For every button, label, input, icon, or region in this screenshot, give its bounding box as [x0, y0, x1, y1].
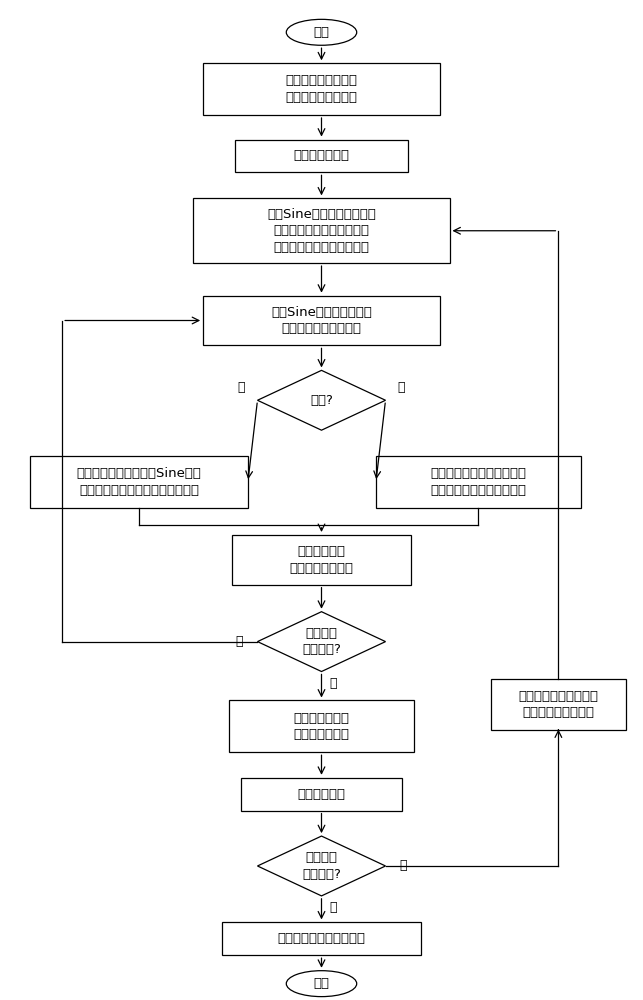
Ellipse shape	[286, 971, 357, 997]
Text: 灭绝?: 灭绝?	[310, 394, 333, 407]
FancyBboxPatch shape	[242, 778, 401, 811]
Text: 结束: 结束	[314, 977, 329, 990]
Text: 是: 是	[238, 381, 245, 394]
FancyBboxPatch shape	[30, 456, 248, 508]
Text: 开始: 开始	[314, 26, 329, 39]
FancyBboxPatch shape	[235, 140, 408, 172]
Text: 利用Sine混沌多种群共生
进化机制更新个体速度: 利用Sine混沌多种群共生 进化机制更新个体速度	[271, 306, 372, 335]
Text: 利用多种群共生进化机制和
反向学习策略更新个体位置: 利用多种群共生进化机制和 反向学习策略更新个体位置	[430, 467, 527, 497]
Text: 是: 是	[329, 677, 337, 690]
Text: 输出动态方向跟踪的结果: 输出动态方向跟踪的结果	[278, 932, 365, 945]
Text: 获取信号采样数据，
获得分数低阶协方差: 获取信号采样数据， 获得分数低阶协方差	[285, 74, 358, 104]
Text: 否: 否	[400, 859, 407, 872]
Text: 是: 是	[329, 901, 337, 914]
Text: 否: 否	[236, 635, 243, 648]
Text: 否: 否	[398, 381, 405, 394]
Text: 根据适应度值
更新最优个体位置: 根据适应度值 更新最优个体位置	[289, 545, 354, 575]
Text: 更新搜索区间: 更新搜索区间	[298, 788, 345, 801]
FancyBboxPatch shape	[376, 456, 581, 508]
Text: 输出整个生态系
统中的最优位置: 输出整个生态系 统中的最优位置	[293, 712, 350, 741]
FancyBboxPatch shape	[222, 922, 421, 955]
Text: 获取新快拍采样数据，
更新分数低阶协方差: 获取新快拍采样数据， 更新分数低阶协方差	[518, 690, 599, 719]
Text: 达到最大
迭代次数?: 达到最大 迭代次数?	[302, 627, 341, 656]
Polygon shape	[257, 612, 386, 672]
FancyBboxPatch shape	[232, 535, 411, 585]
Text: 达到最大
跟踪次数?: 达到最大 跟踪次数?	[302, 851, 341, 881]
Text: 随机选择一半种群利用Sine混沌
反向学习策略随机产生新个体位置: 随机选择一半种群利用Sine混沌 反向学习策略随机产生新个体位置	[77, 467, 201, 497]
FancyBboxPatch shape	[194, 198, 449, 263]
FancyBboxPatch shape	[203, 63, 440, 115]
FancyBboxPatch shape	[491, 679, 626, 730]
FancyBboxPatch shape	[229, 700, 414, 752]
Text: 利用Sine混沌反向学习策略
初始化位置和速度，并根据
适应度值确定最优个体位置: 利用Sine混沌反向学习策略 初始化位置和速度，并根据 适应度值确定最优个体位置	[267, 208, 376, 254]
Polygon shape	[257, 836, 386, 896]
Ellipse shape	[286, 19, 357, 45]
FancyBboxPatch shape	[203, 296, 440, 345]
Polygon shape	[257, 370, 386, 430]
Text: 初始化搜索区间: 初始化搜索区间	[293, 149, 350, 162]
